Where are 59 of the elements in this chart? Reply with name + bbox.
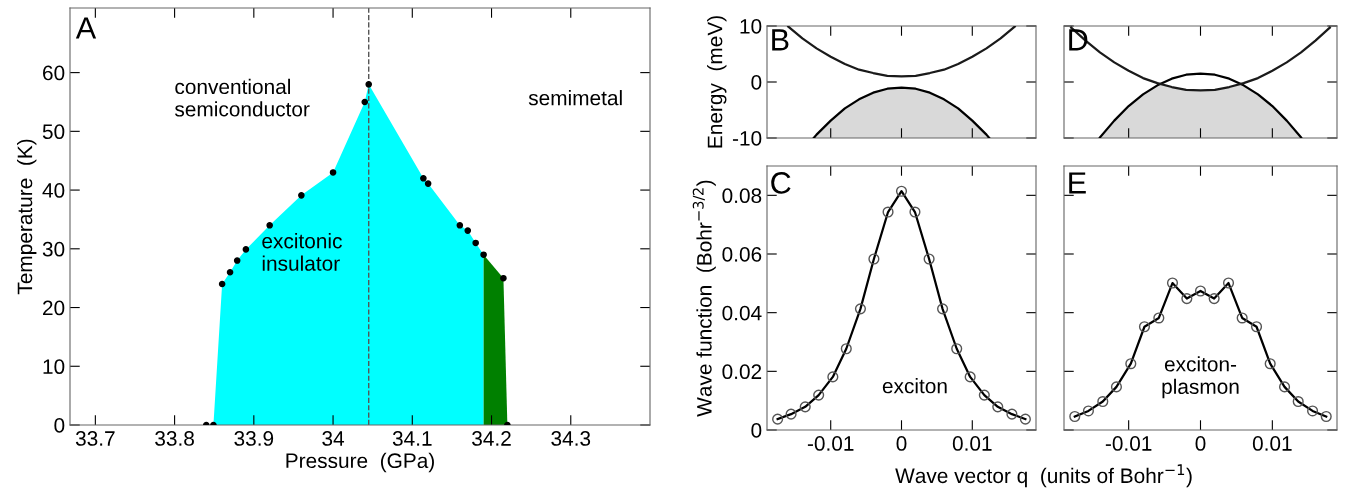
y-tick-label: 0 [751,75,762,90]
point [464,227,472,234]
point [298,192,305,199]
x-axis-title: Pressure (GPa) [286,452,434,473]
chart-title: D [1069,29,1088,51]
chart-title: A [75,17,97,39]
x-tick-label: 33.8 [155,431,194,446]
y-tick-label: 0.04 [722,305,762,321]
x-tick-label: 34.3 [551,431,591,446]
annotation: exciton [882,378,947,394]
annotation: semimetal [528,90,622,106]
y-tick-label: 30 [42,241,65,257]
point [266,222,273,229]
x-tick-label: 34.1 [392,431,432,446]
annotation: excitonic insulator [262,233,342,271]
x-axis-title: Wave vector q (units of Bohr$^{−1}$) [895,464,1192,488]
x-tick-label: 0 [1195,436,1206,451]
point [361,98,369,106]
y-axis-title: Wave function (Bohr$^{−3/2}$) [692,180,716,417]
x-tick-label: 33.9 [234,431,274,446]
x-tick-label: 0.01 [952,436,992,451]
y-tick-label: -10 [732,131,762,146]
chart-title: E [1069,172,1086,194]
point [233,257,241,264]
y-tick-label: 0.02 [722,364,762,380]
y-axis-title: Temperature (K) [16,139,37,295]
x-tick-label: -0.01 [1105,436,1152,451]
point [218,280,226,288]
y-axis-title: Energy (meV) [707,16,727,148]
x-tick-label: 33.7 [75,431,115,446]
x-tick-label: 0 [896,436,907,451]
y-tick-label: 0 [54,418,65,433]
y-tick-label: 0.08 [722,188,762,204]
x-tick-label: 34 [322,431,345,446]
y-tick-label: 10 [43,359,65,375]
y-tick-label: 50 [42,124,65,140]
point [480,251,487,258]
point [456,222,464,229]
annotation: conventional semiconductor [174,78,310,117]
y-tick-label: 0.06 [722,247,762,262]
point [420,175,427,182]
point [226,269,234,276]
point [500,274,507,282]
point [329,169,337,176]
y-tick-label: 10 [740,19,762,34]
chart-title: B [772,29,789,51]
y-tick-label: 20 [43,300,65,316]
x-tick-label: -0.01 [807,436,854,451]
x-tick-label: 34.2 [472,431,511,446]
point [365,81,373,88]
point [242,246,250,253]
point [424,180,432,187]
y-tick-label: 40 [42,183,65,198]
y-tick-label: 60 [43,65,65,81]
chart-title: C [771,172,791,194]
point [472,239,479,247]
x-tick-label: 0.01 [1252,436,1292,451]
annotation: exciton- plasmon [1162,356,1239,399]
line-series [787,26,1016,78]
